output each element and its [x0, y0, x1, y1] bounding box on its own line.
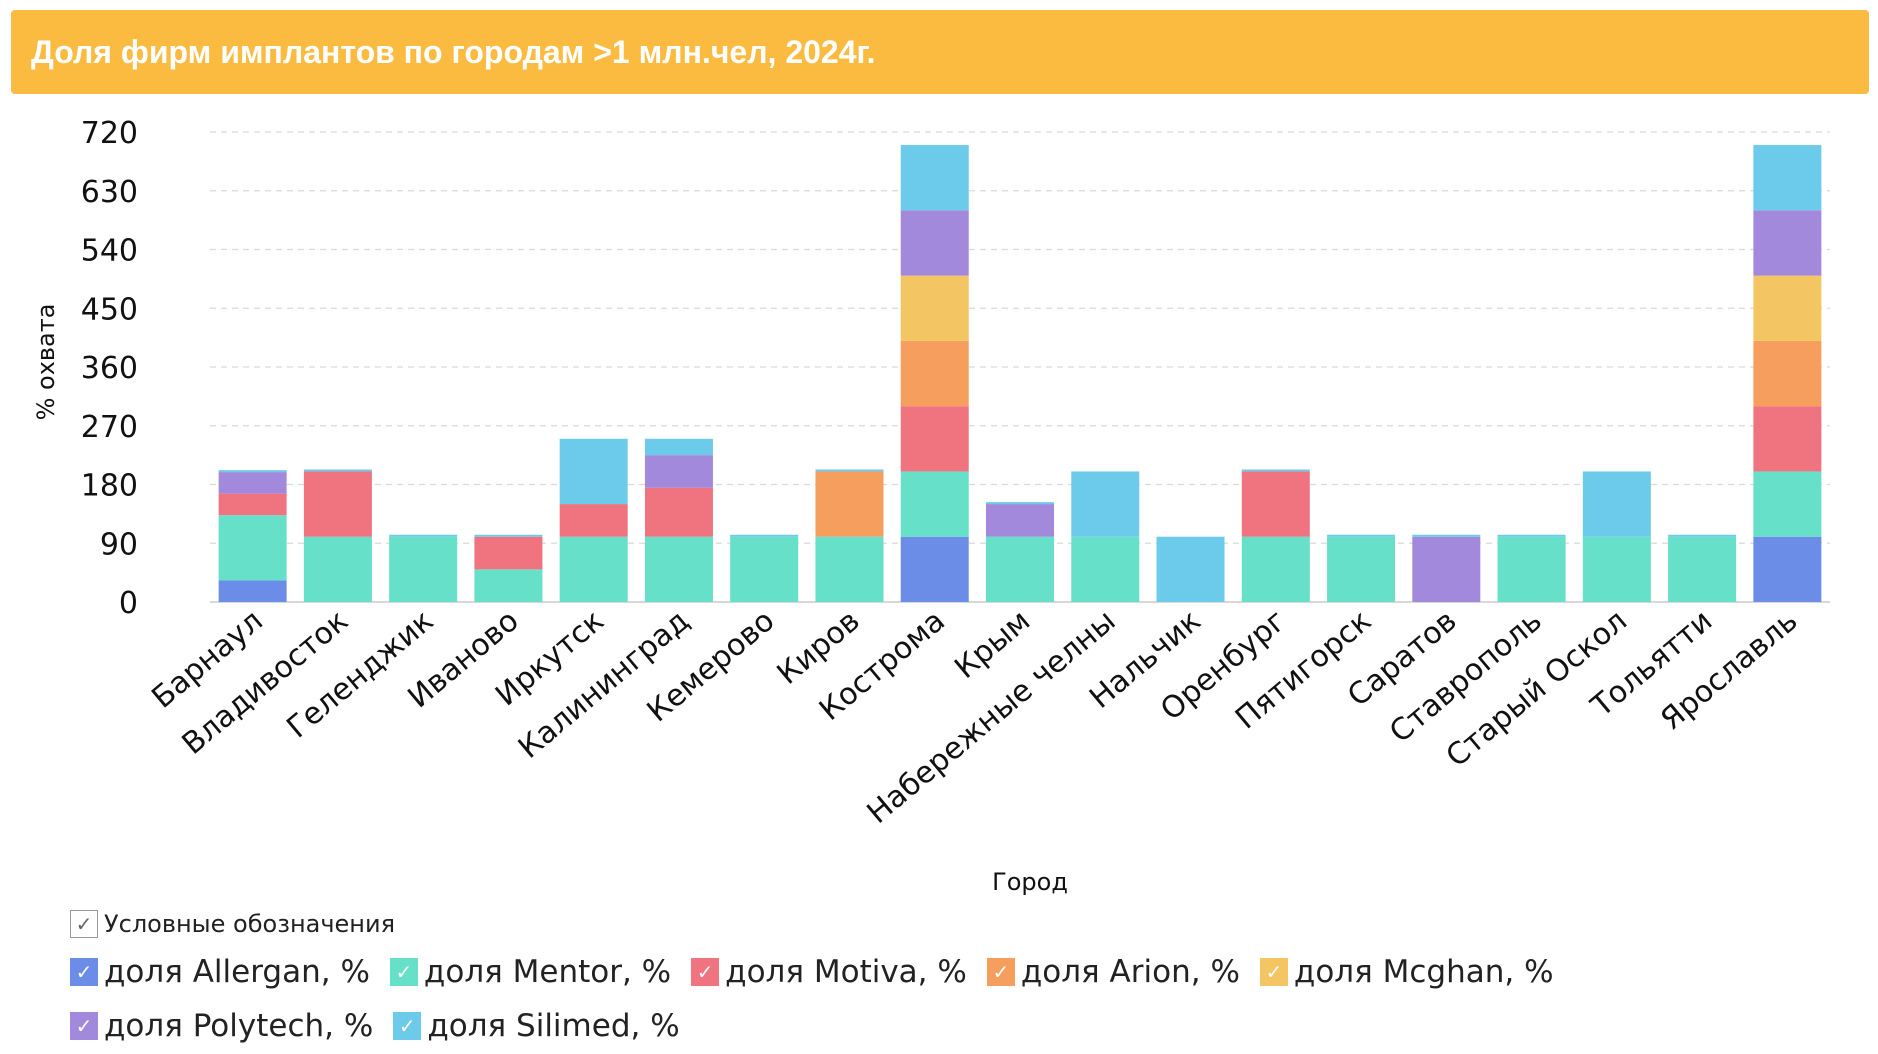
bar-segment — [1753, 210, 1822, 276]
legend-toggle-checkbox[interactable]: ✓ — [70, 910, 98, 938]
bar-segment — [644, 438, 713, 456]
bar-segment — [1753, 471, 1822, 537]
legend-item-label: доля Mcghan, % — [1293, 954, 1554, 990]
bar-segment — [559, 536, 628, 602]
legend-checkbox-icon[interactable]: ✓ — [1259, 958, 1288, 986]
bar-segment — [900, 406, 969, 472]
bar-segment — [1582, 536, 1651, 602]
legend-item[interactable]: ✓ доля Polytech, % — [70, 1008, 373, 1044]
bar-segment — [303, 469, 372, 472]
legend-item-label: доля Arion, % — [1020, 954, 1240, 990]
bar-segment — [900, 145, 969, 211]
bar-segment — [900, 210, 969, 276]
y-tick-label: 540 — [81, 234, 138, 269]
bar-segment — [730, 534, 799, 537]
bar-segment — [1668, 536, 1737, 602]
chart-title: Доля фирм имплантов по городам >1 млн.че… — [31, 34, 876, 70]
legend-checkbox-icon[interactable]: ✓ — [691, 958, 720, 986]
bar-segment — [1241, 471, 1310, 537]
bar-segment — [1582, 471, 1651, 537]
legend-item[interactable]: ✓ доля Allergan, % — [70, 954, 370, 990]
y-tick-label: 630 — [81, 175, 138, 210]
legend-item[interactable]: ✓ доля Mcghan, % — [1259, 954, 1554, 990]
bar-segment — [218, 472, 287, 494]
bar-segment — [1668, 534, 1737, 537]
bar-segment — [644, 455, 713, 488]
y-tick-label: 90 — [100, 527, 138, 562]
bar-segment — [218, 470, 287, 473]
bar-segment — [218, 580, 287, 602]
bar-segment — [1241, 469, 1310, 472]
bar-segment — [1753, 145, 1822, 211]
x-axis-title: Город — [992, 868, 1068, 896]
y-tick-label: 360 — [81, 351, 138, 386]
legend-checkbox-icon[interactable]: ✓ — [986, 958, 1015, 986]
bar-segment — [986, 504, 1054, 537]
legend-item[interactable]: ✓ доля Motiva, % — [691, 954, 967, 990]
legend-item-label: доля Polytech, % — [104, 1008, 374, 1044]
legend-item-label: доля Silimed, % — [427, 1008, 680, 1044]
bar-segment — [815, 471, 884, 537]
bar-segment — [1497, 536, 1566, 602]
bar-segment — [303, 536, 372, 602]
legend-checkbox-icon[interactable]: ✓ — [70, 1012, 98, 1040]
bar-segment — [1156, 536, 1225, 602]
bar-segment — [815, 469, 884, 472]
bar-segment — [1071, 536, 1140, 602]
bar-segment — [986, 536, 1054, 602]
bar-segment — [389, 534, 458, 537]
bar-segment — [389, 536, 458, 602]
bar-segment — [474, 536, 543, 570]
bar-segment — [900, 275, 969, 341]
bar-segment — [474, 534, 543, 537]
y-tick-label: 720 — [81, 116, 138, 151]
bar-segment — [303, 471, 372, 537]
bar-segment — [1327, 534, 1396, 537]
y-tick-label: 270 — [81, 410, 138, 445]
bar-segment — [559, 438, 628, 505]
bar-segment — [218, 515, 287, 581]
y-tick-label: 180 — [81, 469, 138, 504]
bar-segment — [1753, 275, 1822, 341]
legend-checkbox-icon[interactable]: ✓ — [70, 958, 98, 986]
legend: ✓ доля Allergan, % ✓ доля Mentor, % ✓ доля Mo… — [70, 954, 1860, 1044]
bar-segment — [559, 504, 628, 537]
bar-segment — [900, 471, 969, 537]
legend-title: Условные обозначения — [104, 910, 396, 938]
bar-segment — [1753, 406, 1822, 472]
legend-item-label: доля Allergan, % — [104, 954, 370, 990]
bar-segment — [730, 536, 799, 602]
bar-segment — [900, 536, 969, 602]
bar-segment — [474, 569, 543, 602]
legend-item[interactable]: ✓ доля Mentor, % — [389, 954, 672, 990]
bar-segment — [1497, 534, 1566, 537]
bar-segment — [1241, 536, 1310, 602]
bar-segment — [900, 340, 969, 407]
bar-segment — [1753, 340, 1822, 407]
stacked-bar-chart: 090180270360450540630720БарнаулВладивост… — [32, 116, 1830, 896]
legend-item[interactable]: ✓ доля Silimed, % — [393, 1008, 680, 1044]
legend-checkbox-icon[interactable]: ✓ — [393, 1012, 422, 1040]
legend-checkbox-icon[interactable]: ✓ — [389, 958, 418, 986]
bar-segment — [986, 502, 1054, 505]
bar-segment — [1753, 536, 1822, 602]
bar-segment — [1071, 471, 1140, 537]
bar-segment — [1412, 536, 1481, 602]
bar-segment — [218, 493, 287, 516]
y-tick-label: 450 — [81, 292, 138, 327]
y-tick-label: 0 — [119, 586, 138, 621]
legend-item[interactable]: ✓ доля Arion, % — [986, 954, 1240, 990]
bar-segment — [1412, 534, 1481, 537]
legend-item-label: доля Mentor, % — [423, 954, 672, 990]
chart-header: Доля фирм имплантов по городам >1 млн.че… — [11, 10, 1869, 94]
bar-segment — [644, 487, 713, 537]
bar-segment — [1327, 536, 1396, 602]
bar-segment — [815, 536, 884, 602]
legend-item-label: доля Motiva, % — [725, 954, 967, 990]
y-axis-title: % охвата — [32, 304, 60, 421]
legend-header[interactable]: ✓ Условные обозначения — [70, 910, 395, 938]
bar-segment — [644, 536, 713, 602]
x-tick-label: Геленджик — [280, 603, 440, 745]
